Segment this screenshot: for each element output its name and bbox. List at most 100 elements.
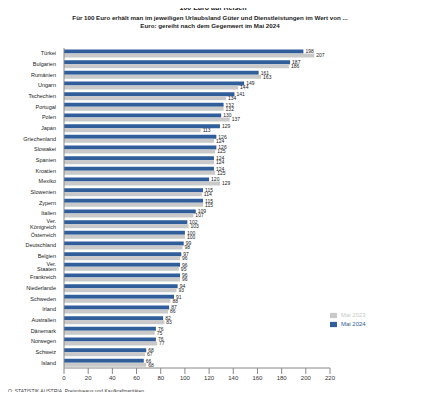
svg-text:141: 141 (236, 91, 245, 97)
html-text:Mai 2024: Mai 2024 (341, 321, 366, 327)
svg-text:132: 132 (225, 101, 234, 108)
svg-text:Portugal: Portugal (36, 104, 57, 110)
svg-text:68: 68 (148, 362, 154, 368)
svg-text:Slowenien: Slowenien (31, 189, 56, 195)
svg-text:76: 76 (157, 325, 164, 332)
svg-text:134: 134 (228, 95, 237, 101)
svg-text:Ver.Staaten: Ver.Staaten (37, 261, 56, 273)
svg-text:102: 102 (189, 218, 198, 225)
svg-text:103: 103 (191, 223, 200, 229)
svg-text:132: 132 (226, 106, 235, 112)
svg-text:Slowakei: Slowakei (34, 146, 56, 152)
svg-text:99: 99 (185, 240, 192, 247)
svg-text:125: 125 (217, 148, 226, 154)
svg-text:66: 66 (145, 357, 152, 364)
svg-text:Belgien: Belgien (38, 253, 56, 259)
svg-text:Österreich: Österreich (31, 232, 56, 238)
svg-text:Polen: Polen (42, 114, 56, 120)
svg-text:Irland: Irland (42, 306, 56, 312)
svg-text:186: 186 (291, 63, 300, 69)
svg-text:Tschechien: Tschechien (28, 93, 56, 99)
svg-text:60: 60 (133, 375, 140, 381)
svg-text:129: 129 (222, 180, 231, 186)
svg-text:100: 100 (186, 229, 196, 236)
svg-text:Türkei: Türkei (41, 50, 56, 56)
svg-text:Mexiko: Mexiko (39, 178, 56, 184)
svg-text:Schweiz: Schweiz (36, 349, 57, 355)
svg-text:Ungarn: Ungarn (38, 82, 56, 88)
svg-text:115: 115 (205, 197, 213, 204)
svg-text:Frankreich: Frankreich (30, 274, 56, 280)
svg-text:149: 149 (246, 80, 255, 87)
svg-text:Island: Island (41, 360, 56, 366)
svg-text:80: 80 (157, 375, 164, 381)
svg-text:198: 198 (305, 48, 314, 54)
svg-text:Spanien: Spanien (36, 157, 56, 163)
svg-text:120: 120 (211, 176, 220, 182)
svg-text:40: 40 (109, 375, 116, 381)
svg-text:107: 107 (195, 212, 204, 218)
svg-text:220: 220 (325, 375, 336, 381)
svg-text:76: 76 (157, 336, 164, 343)
svg-text:113: 113 (203, 127, 211, 133)
svg-text:83: 83 (166, 319, 172, 325)
svg-text:120: 120 (204, 375, 215, 381)
svg-text:124: 124 (215, 154, 225, 161)
svg-text:161: 161 (260, 69, 269, 76)
svg-text:Ver.Königreich: Ver.Königreich (30, 218, 56, 230)
svg-text:124: 124 (216, 159, 225, 165)
svg-text:109: 109 (197, 208, 207, 215)
svg-text:129: 129 (222, 123, 231, 129)
svg-text:Niederlande: Niederlande (26, 285, 56, 291)
svg-text:100: 100 (187, 234, 196, 240)
svg-text:20: 20 (85, 375, 92, 381)
svg-text:Italien: Italien (41, 210, 56, 216)
svg-text:88: 88 (172, 298, 178, 304)
svg-text:Bulgarien: Bulgarien (33, 61, 56, 67)
svg-text:100: 100 (180, 375, 191, 381)
svg-text:Griechenland: Griechenland (23, 136, 56, 142)
svg-text:95: 95 (181, 266, 187, 272)
svg-text:Japan: Japan (41, 125, 56, 131)
svg-text:115: 115 (205, 186, 213, 193)
svg-text:137: 137 (232, 116, 241, 122)
svg-text:86: 86 (170, 308, 176, 314)
svg-text:Dänemark: Dänemark (31, 328, 57, 334)
svg-text:96: 96 (182, 276, 188, 282)
html-text:Für 100 Euro erhält man im jew: Für 100 Euro erhält man im jeweiligen Ur… (72, 14, 348, 29)
svg-text:124: 124 (216, 138, 225, 144)
svg-text:130: 130 (223, 112, 232, 118)
svg-text:124: 124 (215, 165, 225, 172)
html-text:Mai 2023: Mai 2023 (341, 312, 366, 318)
svg-text:93: 93 (178, 287, 184, 293)
svg-text:77: 77 (159, 340, 165, 346)
svg-text:97: 97 (183, 250, 189, 257)
svg-text:140: 140 (228, 375, 239, 381)
svg-text:96: 96 (182, 255, 188, 261)
svg-text:Deutschland: Deutschland (25, 242, 56, 248)
svg-text:0: 0 (62, 375, 66, 381)
svg-text:187: 187 (292, 58, 301, 65)
svg-text:125: 125 (217, 170, 226, 176)
svg-text:Schweden: Schweden (30, 296, 56, 302)
svg-text:180: 180 (277, 375, 288, 381)
svg-text:Rumänien: Rumänien (31, 72, 56, 78)
svg-text:Zypern: Zypern (39, 200, 56, 206)
svg-text:200: 200 (301, 375, 312, 381)
svg-text:144: 144 (240, 84, 249, 90)
svg-text:163: 163 (263, 74, 272, 80)
svg-text:Australien: Australien (32, 317, 56, 323)
svg-text:Norwegen: Norwegen (31, 338, 56, 344)
svg-text:75: 75 (157, 330, 163, 336)
svg-text:114: 114 (204, 191, 212, 197)
svg-text:207: 207 (316, 52, 325, 58)
svg-text:126: 126 (218, 133, 227, 140)
svg-text:115: 115 (205, 202, 213, 208)
svg-text:94: 94 (179, 282, 186, 289)
svg-text:98: 98 (184, 244, 190, 250)
svg-text:160: 160 (252, 375, 263, 381)
svg-text:67: 67 (147, 351, 153, 357)
svg-text:Kroatien: Kroatien (36, 168, 57, 174)
svg-text:126: 126 (218, 144, 227, 151)
html-text:100 Euro auf Reisen: 100 Euro auf Reisen (179, 4, 247, 11)
